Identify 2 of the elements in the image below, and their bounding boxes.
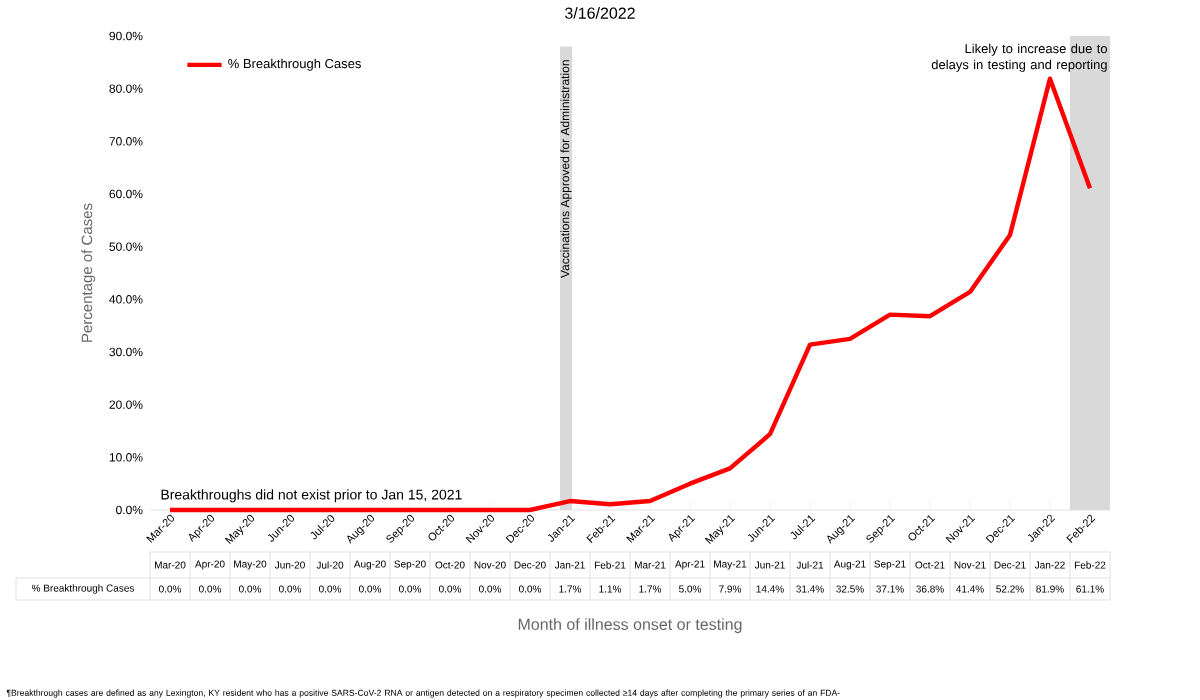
x-axis-title: Month of illness onset or testing <box>518 618 742 634</box>
chart-title: 3/16/2022 <box>565 7 635 19</box>
